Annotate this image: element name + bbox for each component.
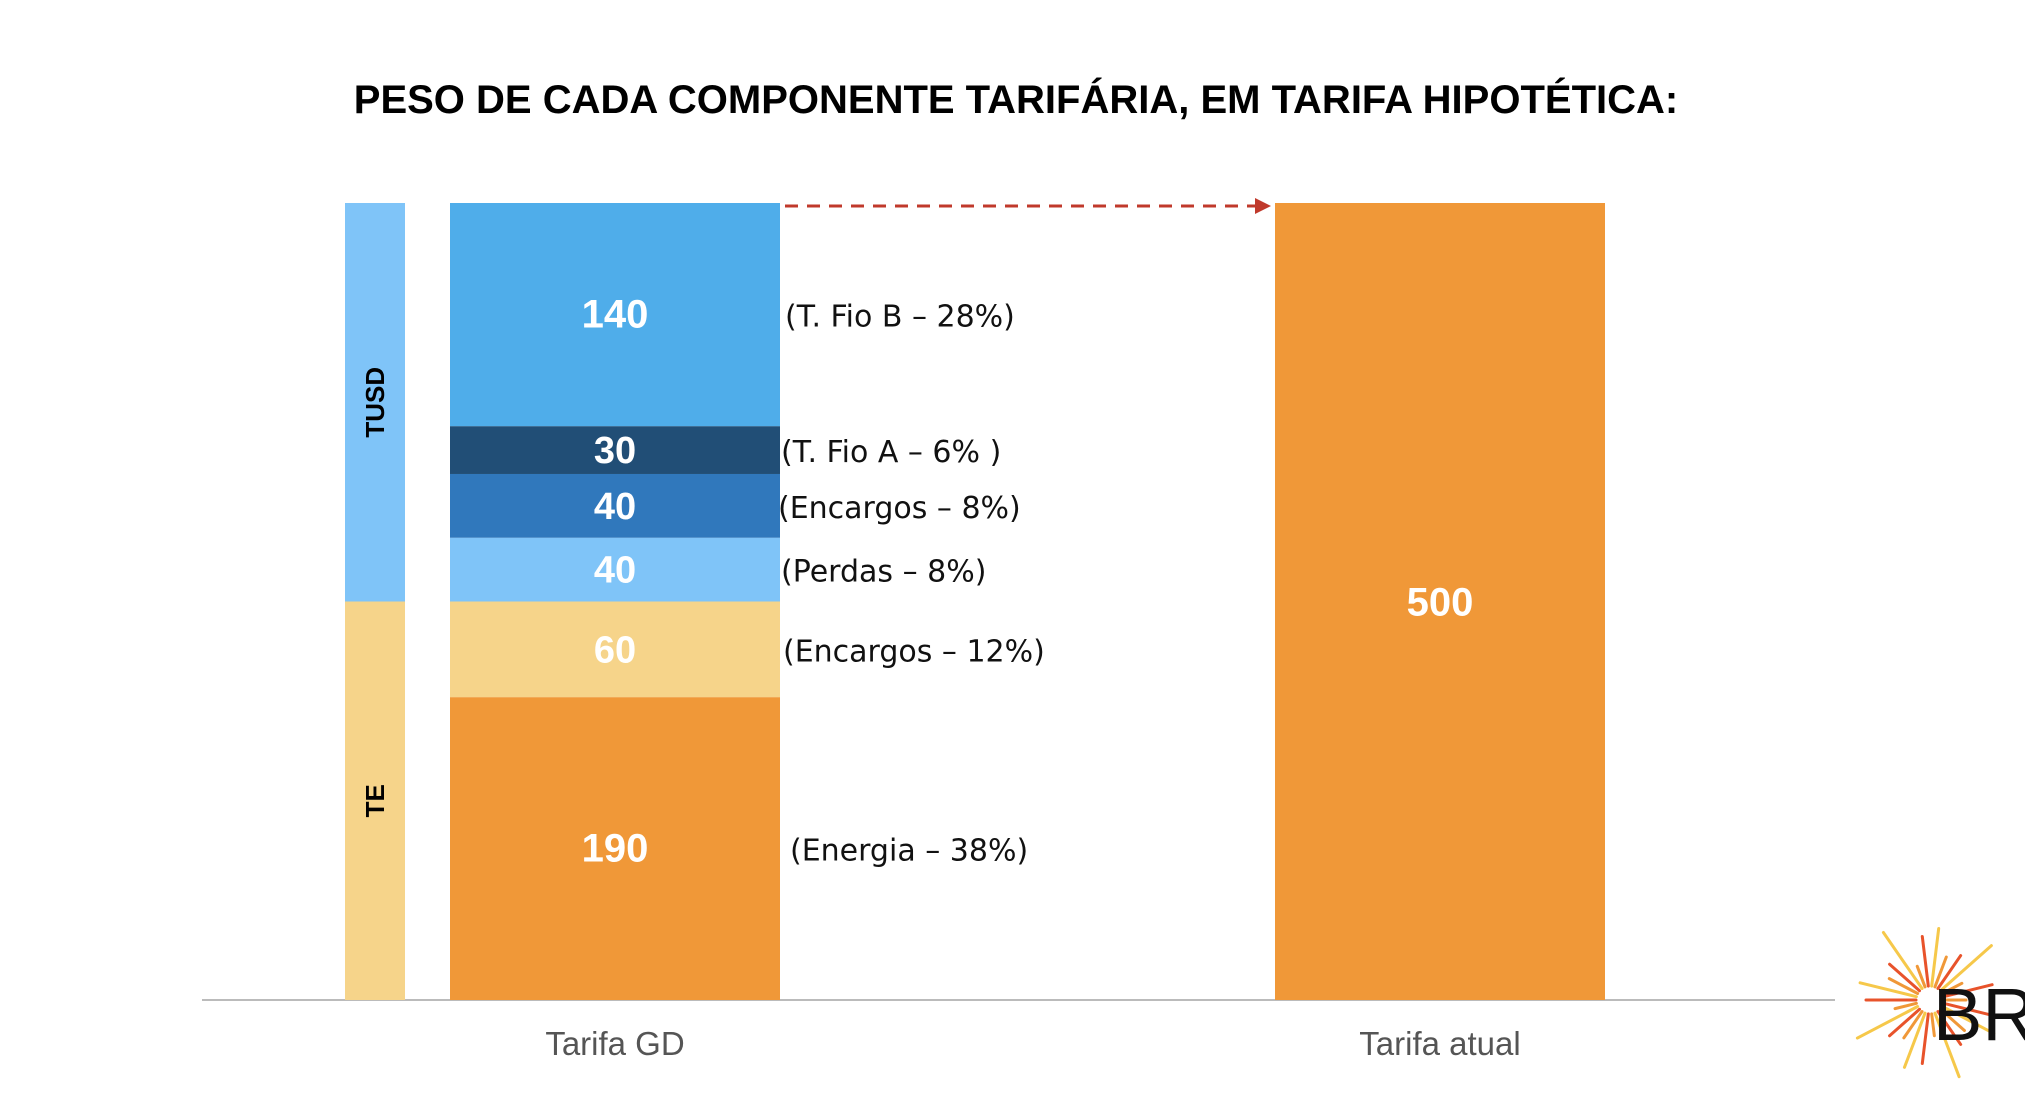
- segment-annotation: (Perdas – 8%): [781, 555, 986, 590]
- segment-value-label: 190: [582, 827, 649, 871]
- logo-ray: [1888, 962, 1922, 993]
- logo-ray: [1938, 1007, 1966, 1033]
- logo-ray: [1881, 931, 1924, 990]
- single-bar-value-label: 500: [1407, 581, 1474, 625]
- segment-value-label: 40: [594, 550, 636, 592]
- stacked-segment: [450, 203, 780, 427]
- logo-ray: [1858, 981, 1918, 999]
- logo-text: BR: [1933, 973, 2025, 1056]
- stacked-segment: [450, 601, 780, 698]
- logo-ray: [1902, 1011, 1927, 1069]
- logo-ray: [1915, 964, 1927, 989]
- segment-annotation: (T. Fio A – 6% ): [781, 435, 1001, 470]
- stacked-segment: [450, 426, 780, 474]
- segment-annotation: (T. Fio B – 28%): [785, 300, 1015, 335]
- logo-ray: [1888, 1007, 1922, 1038]
- br-logo: BR: [1855, 927, 2025, 1079]
- segment-value-label: 40: [594, 486, 636, 528]
- logo-sunburst-icon: [1855, 927, 1996, 1079]
- logo-ray: [1902, 1010, 1924, 1040]
- logo-ray: [1942, 1001, 1994, 1017]
- logo-ray: [1920, 934, 1930, 988]
- chart-title: PESO DE CADA COMPONENTE TARIFÁRIA, EM TA…: [353, 78, 1679, 122]
- logo-ray: [1893, 1001, 1918, 1011]
- segment-value-label: 140: [582, 293, 649, 337]
- logo-ray: [1936, 954, 1963, 990]
- segment-annotation: (Encargos – 8%): [778, 491, 1021, 526]
- single-bar: [1275, 203, 1605, 1000]
- logo-ray: [1855, 1005, 1920, 1040]
- logo-ray: [1938, 944, 1993, 993]
- segment-annotation: (Energia – 38%): [790, 834, 1028, 869]
- group-label-te: TE: [360, 784, 390, 817]
- logo-ray: [1930, 927, 1941, 988]
- category-label: Tarifa GD: [545, 1025, 684, 1062]
- segment-annotation: (Encargos – 12%): [783, 634, 1045, 669]
- group-label-tusd: TUSD: [360, 367, 390, 438]
- logo-ray: [1920, 1012, 1930, 1066]
- arrow-head-icon: [1255, 198, 1271, 214]
- logo-ray: [1930, 1012, 1936, 1038]
- logo-ray: [1933, 1011, 1961, 1079]
- group-bar-te: [345, 601, 405, 1000]
- segment-value-label: 60: [594, 629, 636, 671]
- logo-ray: [1940, 1005, 1996, 1035]
- stacked-segment: [450, 473, 780, 538]
- logo-ray: [1936, 1010, 1963, 1046]
- group-bar-tusd: [345, 203, 405, 602]
- stacked-segment: [450, 537, 780, 602]
- logo-ray: [1933, 955, 1948, 989]
- category-label: Tarifa atual: [1359, 1025, 1520, 1062]
- stacked-segment: [450, 697, 780, 1000]
- logo-ray: [1887, 977, 1920, 995]
- segment-value-label: 30: [594, 430, 636, 472]
- logo-ray: [1940, 981, 1964, 995]
- logo-ray: [1942, 983, 1994, 999]
